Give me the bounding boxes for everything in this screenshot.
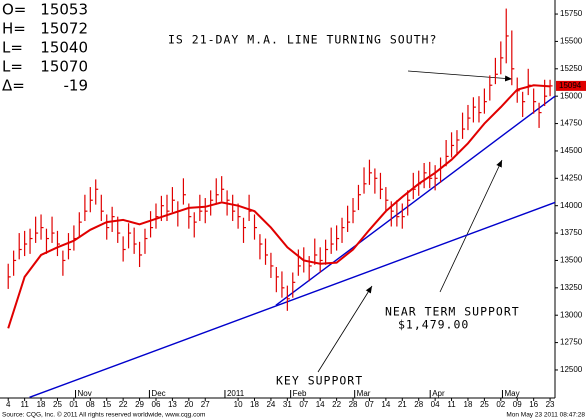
last-price-box [556, 80, 586, 91]
x-tick-label: 23 [546, 400, 555, 409]
y-tick-label: 12500 [560, 365, 583, 374]
y-tick-label: 15000 [560, 91, 583, 100]
y-tick-label: 14250 [560, 173, 583, 182]
x-tick-label: 28 [414, 400, 423, 409]
arrow [407, 70, 513, 82]
annotation: KEY SUPPORT [276, 374, 363, 388]
x-tick-label: 08 [86, 400, 95, 409]
y-tick-label: 13250 [560, 283, 583, 292]
footer-timestamp: Mon May 23 2011 08:47:28 [506, 412, 585, 419]
x-tick-label: 15 [102, 400, 111, 409]
x-tick-label: 22 [119, 400, 128, 409]
month-label: Dec [151, 389, 165, 398]
x-tick-label: 10 [234, 400, 243, 409]
y-tick-label: 15750 [560, 9, 583, 18]
x-tick-label: 18 [250, 400, 259, 409]
moving-average [7, 84, 551, 329]
y-tick-label: 14000 [560, 201, 583, 210]
y-tick-label: 14500 [560, 146, 583, 155]
x-tick-label: 07 [365, 400, 374, 409]
x-tick-label: 18 [464, 400, 473, 409]
x-tick-label: 24 [266, 400, 275, 409]
month-label: May [504, 389, 519, 398]
x-tick-label: 20 [184, 400, 193, 409]
x-tick-label: 16 [529, 400, 538, 409]
y-tick-label: 15500 [560, 37, 583, 46]
month-label: 2011 [227, 389, 245, 398]
x-tick-label: 25 [53, 400, 62, 409]
last-price-label: 15094 [559, 81, 582, 90]
annotation-arrows [317, 70, 513, 373]
info-value: 15070 [40, 58, 88, 76]
x-tick-label: 04 [431, 400, 440, 409]
y-tick-label: 14750 [560, 119, 583, 128]
y-tick-label: 13750 [560, 228, 583, 237]
x-tick-label: 27 [201, 400, 210, 409]
x-tick-label: 14 [381, 400, 390, 409]
x-tick-label: 25 [480, 400, 489, 409]
x-tick-label: 13 [168, 400, 177, 409]
info-value: 15053 [40, 1, 88, 19]
info-value: 15072 [40, 20, 88, 38]
y-tick-label: 15250 [560, 64, 583, 73]
x-tick-label: 21 [398, 400, 407, 409]
x-tick-label: 09 [513, 400, 522, 409]
info-label: O= [2, 1, 26, 19]
month-label: Mar [357, 389, 371, 398]
x-tick-label: 22 [332, 400, 341, 409]
info-value: -19 [64, 77, 89, 95]
month-label: Nov [78, 389, 92, 398]
info-value: 15040 [40, 39, 88, 57]
arrow [439, 159, 503, 293]
x-tick-label: 07 [299, 400, 308, 409]
x-tick-label: 02 [496, 400, 505, 409]
trend-line [275, 95, 556, 306]
arrow [317, 285, 373, 373]
trend-line [29, 201, 556, 398]
info-label: L= [2, 39, 23, 57]
y-tick-label: 13000 [560, 310, 583, 319]
info-label: Δ= [2, 77, 25, 95]
annotation: NEAR TERM SUPPORT [385, 305, 520, 319]
y-tick-label: 13500 [560, 256, 583, 265]
x-tick-label: 06 [152, 400, 161, 409]
y-tick-label: 12750 [560, 338, 583, 347]
x-tick-label: 28 [349, 400, 358, 409]
annotation: IS 21-DAY M.A. LINE TURNING SOUTH? [168, 33, 437, 47]
x-tick-label: 18 [37, 400, 46, 409]
month-label: Apr [432, 389, 445, 398]
x-tick-label: 11 [20, 400, 29, 409]
x-tick-label: 14 [316, 400, 325, 409]
month-label: Feb [293, 389, 307, 398]
x-tick-label: 29 [135, 400, 144, 409]
footer-source: Source: CQG, Inc. © 2011 All rights rese… [2, 411, 205, 419]
x-tick-label: 4 [6, 400, 11, 409]
x-tick-label: 31 [283, 400, 292, 409]
x-tick-label: 01 [69, 400, 78, 409]
x-tick-label: 11 [447, 400, 456, 409]
info-label: L= [2, 58, 23, 76]
info-label: H= [2, 20, 26, 38]
annotation: $1,479.00 [398, 318, 469, 332]
